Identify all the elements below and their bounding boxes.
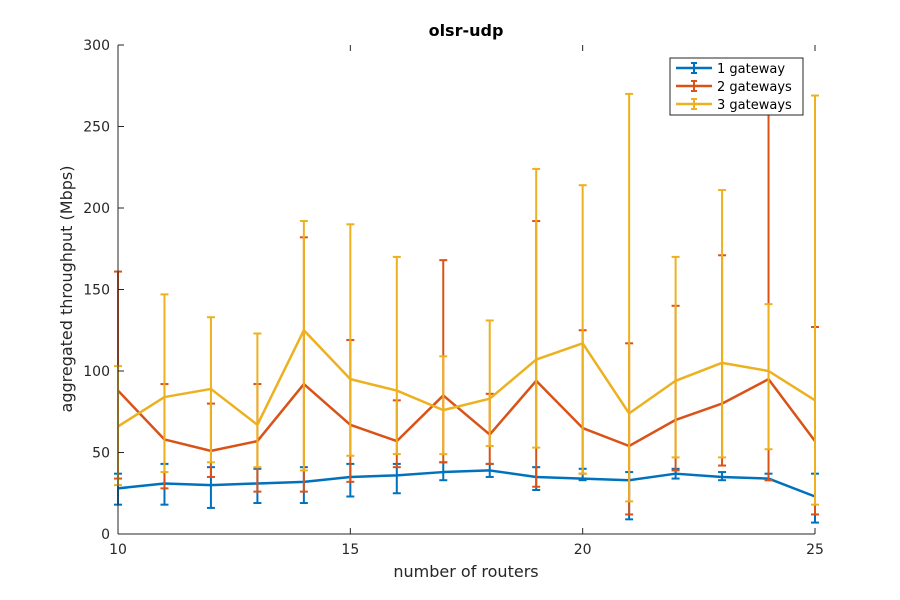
x-axis-title: number of routers <box>393 562 538 581</box>
y-tick-label: 300 <box>83 38 110 54</box>
error-bar <box>625 92 634 503</box>
y-tick-label: 250 <box>83 120 110 136</box>
legend-entry: 2 gateways <box>676 80 792 95</box>
error-bar <box>392 255 401 456</box>
x-tick-label: 10 <box>109 542 127 558</box>
plot-area <box>118 45 815 534</box>
legend-label: 1 gateway <box>717 62 785 77</box>
series-line <box>117 377 816 453</box>
x-tick-label: 20 <box>574 542 592 558</box>
chart-title: olsr-udp <box>429 21 504 40</box>
y-tick-label: 50 <box>92 446 110 462</box>
error-bar <box>346 223 355 457</box>
error-bar <box>253 332 262 469</box>
error-bar <box>671 255 680 459</box>
y-axis-title: aggregated throughput (Mbps) <box>57 166 76 413</box>
x-tick-label: 25 <box>806 542 824 558</box>
series-3 <box>114 92 819 506</box>
series-line <box>117 329 816 428</box>
y-tick-label: 150 <box>83 283 110 299</box>
legend-entry: 1 gateway <box>676 62 785 77</box>
error-bar <box>299 220 308 472</box>
legend-entry: 3 gateways <box>676 98 792 113</box>
error-bar <box>718 189 727 459</box>
legend-label: 2 gateways <box>717 80 792 95</box>
legend: 1 gateway 2 gateways 3 gateways <box>669 57 804 116</box>
error-bar <box>439 355 448 456</box>
error-bar <box>764 303 773 451</box>
error-bar <box>485 319 494 447</box>
y-tick-label: 100 <box>83 364 110 380</box>
error-bar <box>160 293 169 474</box>
legend-label: 3 gateways <box>717 98 792 113</box>
x-tick-label: 15 <box>341 542 359 558</box>
y-tick-label: 200 <box>83 201 110 217</box>
error-bar <box>578 184 587 475</box>
series-layer <box>114 92 819 524</box>
error-bar <box>811 94 819 506</box>
series-line <box>117 469 816 498</box>
y-tick-label: 0 <box>101 527 110 543</box>
error-bar <box>532 167 541 449</box>
